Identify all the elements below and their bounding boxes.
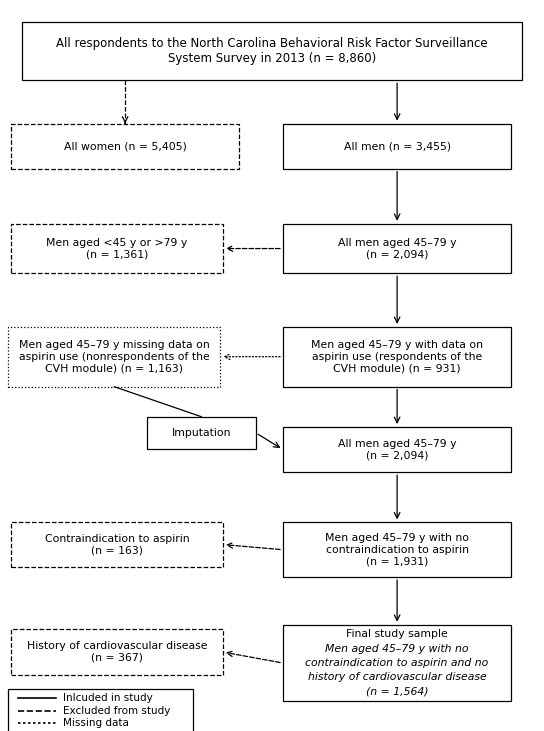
Text: Men aged 45–79 y with no
contraindication to aspirin
(n = 1,931): Men aged 45–79 y with no contraindicatio… — [325, 533, 469, 567]
Text: contraindication to aspirin and no: contraindication to aspirin and no — [306, 658, 489, 668]
Text: Contraindication to aspirin
(n = 163): Contraindication to aspirin (n = 163) — [45, 534, 189, 556]
FancyBboxPatch shape — [283, 522, 511, 577]
Text: All men aged 45–79 y
(n = 2,094): All men aged 45–79 y (n = 2,094) — [338, 238, 456, 260]
FancyBboxPatch shape — [283, 327, 511, 387]
Text: Men aged 45–79 y missing data on
aspirin use (nonrespondents of the
CVH module) : Men aged 45–79 y missing data on aspirin… — [19, 340, 209, 374]
FancyBboxPatch shape — [11, 629, 223, 675]
FancyBboxPatch shape — [283, 624, 511, 702]
FancyBboxPatch shape — [11, 224, 223, 273]
Text: Excluded from study: Excluded from study — [63, 705, 170, 716]
Text: All women (n = 5,405): All women (n = 5,405) — [64, 141, 187, 151]
Text: Men aged 45–79 y with data on
aspirin use (respondents of the
CVH module) (n = 9: Men aged 45–79 y with data on aspirin us… — [311, 340, 483, 374]
Text: Missing data: Missing data — [63, 718, 128, 728]
Text: All men (n = 3,455): All men (n = 3,455) — [344, 141, 450, 151]
FancyBboxPatch shape — [11, 124, 239, 169]
FancyBboxPatch shape — [11, 522, 223, 567]
Text: History of cardiovascular disease
(n = 367): History of cardiovascular disease (n = 3… — [27, 641, 207, 663]
Text: Imputation: Imputation — [171, 428, 231, 438]
Text: history of cardiovascular disease: history of cardiovascular disease — [308, 673, 486, 683]
Text: Men aged 45–79 y with no: Men aged 45–79 y with no — [325, 643, 469, 654]
Text: All respondents to the North Carolina Behavioral Risk Factor Surveillance
System: All respondents to the North Carolina Be… — [56, 37, 488, 65]
FancyBboxPatch shape — [22, 22, 522, 80]
Text: All men aged 45–79 y
(n = 2,094): All men aged 45–79 y (n = 2,094) — [338, 439, 456, 461]
FancyBboxPatch shape — [147, 417, 256, 449]
FancyBboxPatch shape — [283, 427, 511, 472]
Text: Inlcuded in study: Inlcuded in study — [63, 693, 152, 703]
FancyBboxPatch shape — [283, 124, 511, 169]
FancyBboxPatch shape — [8, 689, 193, 731]
Text: Men aged <45 y or >79 y
(n = 1,361): Men aged <45 y or >79 y (n = 1,361) — [46, 238, 188, 260]
FancyBboxPatch shape — [8, 327, 220, 387]
FancyBboxPatch shape — [283, 224, 511, 273]
Text: Final study sample: Final study sample — [346, 629, 448, 639]
Text: (n = 1,564): (n = 1,564) — [366, 687, 428, 697]
